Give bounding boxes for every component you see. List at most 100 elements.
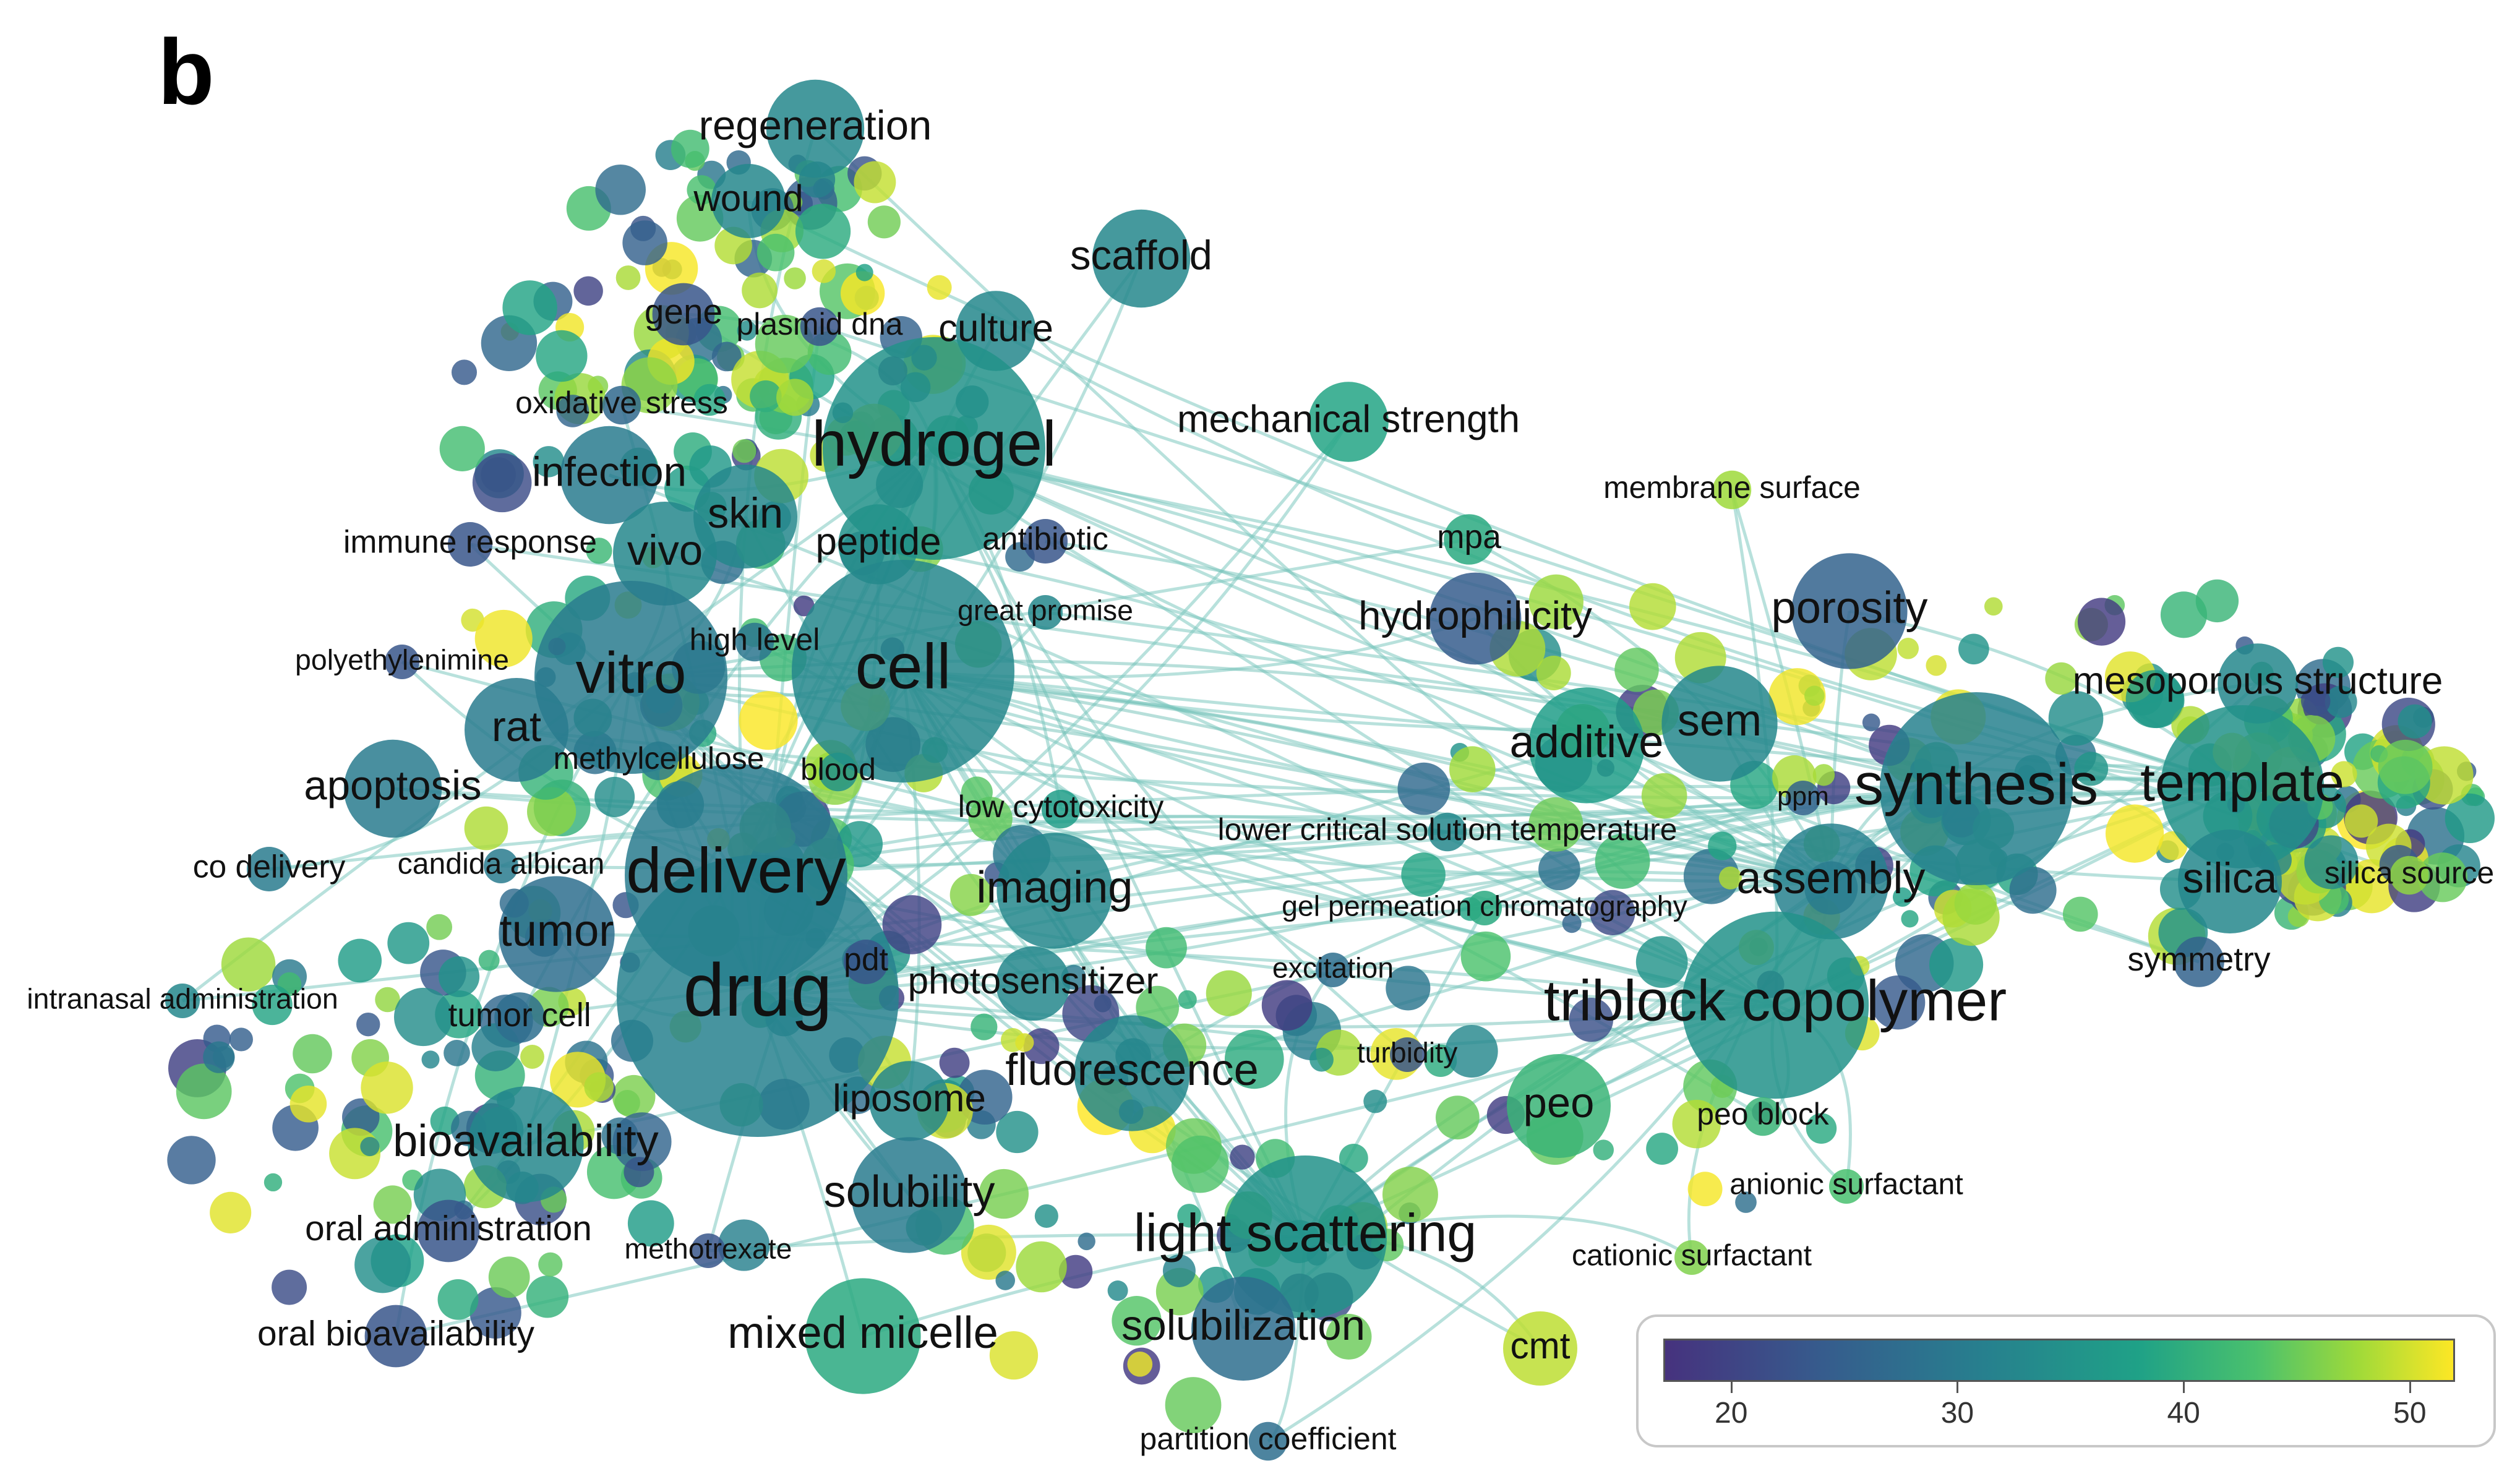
- keyword-node[interactable]: [1528, 687, 1645, 804]
- keyword-node[interactable]: [1074, 1015, 1190, 1131]
- keyword-label: gene: [645, 293, 722, 332]
- keyword-node[interactable]: [1041, 789, 1081, 829]
- keyword-node: [538, 1252, 563, 1277]
- keyword-node[interactable]: [2161, 705, 2324, 868]
- keyword-node[interactable]: [851, 1137, 967, 1253]
- co-occurrence-link: [630, 538, 1470, 679]
- keyword-node[interactable]: [468, 1086, 584, 1202]
- keyword-node[interactable]: [494, 992, 545, 1043]
- keyword-node[interactable]: [247, 847, 291, 891]
- keyword-node[interactable]: [805, 1278, 921, 1394]
- keyword-node[interactable]: [1092, 209, 1191, 308]
- keyword-node[interactable]: [1503, 1311, 1577, 1386]
- keyword-node[interactable]: [1681, 911, 1869, 1099]
- keyword-node: [464, 806, 508, 851]
- keyword-node[interactable]: [1786, 781, 1820, 815]
- color-legend: 20 30 40 50: [1636, 1314, 2496, 1447]
- keyword-node: [1206, 970, 1252, 1016]
- keyword-node[interactable]: [1829, 1169, 1864, 1204]
- keyword-node[interactable]: [735, 622, 774, 662]
- keyword-node[interactable]: [800, 307, 839, 346]
- keyword-node[interactable]: [1023, 519, 1068, 564]
- keyword-node[interactable]: [602, 385, 641, 425]
- keyword-node: [2304, 835, 2359, 890]
- keyword-node[interactable]: [448, 522, 492, 567]
- keyword-node[interactable]: [1444, 514, 1494, 565]
- keyword-node[interactable]: [711, 164, 786, 238]
- keyword-node[interactable]: [823, 337, 1045, 560]
- keyword-node[interactable]: [996, 946, 1070, 1021]
- keyword-node[interactable]: [1390, 1037, 1425, 1072]
- keyword-label: sem: [1678, 696, 1762, 745]
- keyword-node: [289, 1085, 327, 1123]
- keyword-node: [676, 195, 724, 242]
- keyword-node[interactable]: [639, 741, 679, 781]
- keyword-node[interactable]: [1191, 1277, 1295, 1381]
- keyword-node[interactable]: [1674, 1240, 1709, 1275]
- keyword-node[interactable]: [2389, 855, 2429, 895]
- keyword-node: [1593, 1139, 1614, 1160]
- keyword-node: [1224, 1029, 1284, 1089]
- keyword-label: imaging: [977, 863, 1133, 912]
- keyword-label: cationic surfactant: [1572, 1239, 1812, 1272]
- keyword-node: [573, 276, 603, 306]
- keyword-node: [2077, 598, 2126, 646]
- keyword-node[interactable]: [165, 984, 200, 1018]
- keyword-node[interactable]: [1316, 953, 1350, 987]
- keyword-node[interactable]: [499, 876, 615, 992]
- keyword-node[interactable]: [693, 465, 797, 568]
- keyword-node: [1892, 887, 1913, 907]
- keyword-node[interactable]: [1248, 1421, 1288, 1461]
- keyword-node[interactable]: [996, 833, 1113, 949]
- keyword-node[interactable]: [560, 426, 659, 525]
- keyword-node[interactable]: [869, 1061, 949, 1141]
- keyword-label: co delivery: [193, 849, 346, 885]
- keyword-node[interactable]: [1429, 572, 1522, 665]
- keyword-node[interactable]: [818, 752, 858, 792]
- keyword-label: peptide: [815, 520, 941, 563]
- keyword-node: [1326, 1313, 1372, 1360]
- keyword-node[interactable]: [691, 1233, 726, 1268]
- keyword-node[interactable]: [364, 1305, 427, 1368]
- keyword-node[interactable]: [652, 283, 715, 346]
- keyword-node[interactable]: [534, 581, 727, 774]
- keyword-node[interactable]: [2174, 937, 2224, 987]
- keyword-node[interactable]: [1224, 1155, 1387, 1319]
- keyword-node[interactable]: [1467, 891, 1502, 925]
- keyword-label: low cytotoxicity: [958, 789, 1164, 824]
- keyword-node[interactable]: [1028, 595, 1063, 630]
- keyword-label: ppm: [1777, 781, 1829, 811]
- keyword-node: [264, 1173, 283, 1192]
- keyword-node[interactable]: [417, 1199, 480, 1263]
- keyword-node[interactable]: [844, 940, 888, 984]
- keyword-node[interactable]: [1661, 666, 1778, 782]
- keyword-node[interactable]: [465, 678, 568, 782]
- keyword-node[interactable]: [1712, 470, 1752, 510]
- keyword-node[interactable]: [613, 502, 717, 606]
- keyword-node[interactable]: [1507, 1054, 1611, 1158]
- keyword-node[interactable]: [1308, 382, 1389, 462]
- keyword-node: [361, 1061, 413, 1114]
- keyword-node: [793, 595, 815, 617]
- keyword-node[interactable]: [792, 560, 1014, 782]
- keyword-node[interactable]: [385, 645, 419, 679]
- keyword-node[interactable]: [1880, 692, 2073, 885]
- keyword-node[interactable]: [766, 79, 865, 178]
- keyword-node: [2009, 867, 2057, 914]
- keyword-node: [1718, 866, 1742, 890]
- keyword-node[interactable]: [1791, 553, 1908, 669]
- keyword-node: [1687, 1172, 1723, 1207]
- keyword-node[interactable]: [2178, 830, 2282, 933]
- keyword-node[interactable]: [1743, 1097, 1783, 1136]
- keyword-node[interactable]: [484, 849, 518, 883]
- keyword-node[interactable]: [2218, 643, 2298, 724]
- keyword-label: liposome: [833, 1077, 986, 1120]
- keyword-node[interactable]: [617, 855, 899, 1137]
- keyword-node: [502, 280, 557, 335]
- keyword-node: [1806, 1113, 1837, 1144]
- keyword-node[interactable]: [1773, 823, 1889, 940]
- keyword-node[interactable]: [343, 739, 442, 838]
- keyword-node: [536, 330, 588, 382]
- keyword-node[interactable]: [1428, 812, 1467, 852]
- keyword-node: [1165, 1377, 1222, 1433]
